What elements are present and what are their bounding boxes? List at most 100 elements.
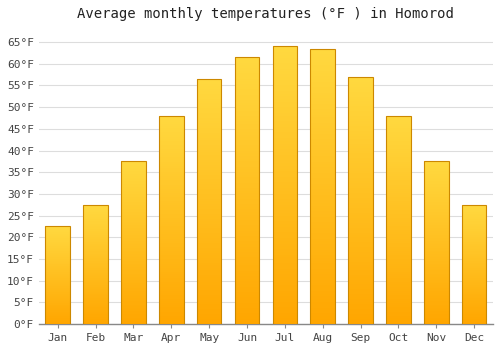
Bar bbox=[424, 308, 448, 309]
Bar bbox=[121, 309, 146, 311]
Bar bbox=[159, 162, 184, 164]
Bar bbox=[348, 294, 373, 297]
Bar bbox=[46, 283, 70, 284]
Bar bbox=[159, 126, 184, 128]
Bar bbox=[197, 192, 222, 194]
Bar bbox=[46, 292, 70, 293]
Bar bbox=[121, 321, 146, 322]
Bar bbox=[310, 156, 335, 159]
Bar bbox=[197, 260, 222, 263]
Bar bbox=[424, 231, 448, 233]
Bar bbox=[159, 201, 184, 203]
Bar bbox=[234, 159, 260, 161]
Bar bbox=[386, 208, 410, 210]
Bar bbox=[462, 270, 486, 272]
Bar bbox=[234, 100, 260, 103]
Bar bbox=[386, 255, 410, 257]
Bar bbox=[84, 213, 108, 214]
Bar bbox=[46, 246, 70, 247]
Bar bbox=[234, 156, 260, 159]
Bar bbox=[159, 312, 184, 314]
Bar bbox=[462, 213, 486, 214]
Bar bbox=[348, 319, 373, 322]
Bar bbox=[272, 307, 297, 310]
Bar bbox=[121, 169, 146, 171]
Bar bbox=[310, 150, 335, 153]
Bar bbox=[197, 79, 222, 82]
Bar bbox=[462, 280, 486, 281]
Bar bbox=[310, 178, 335, 181]
Bar bbox=[121, 171, 146, 173]
Bar bbox=[197, 104, 222, 106]
Bar bbox=[386, 193, 410, 195]
Bar bbox=[386, 270, 410, 272]
Bar bbox=[462, 315, 486, 316]
Bar bbox=[462, 239, 486, 240]
Bar bbox=[159, 228, 184, 230]
Bar bbox=[424, 222, 448, 223]
Bar bbox=[84, 280, 108, 281]
Bar bbox=[272, 83, 297, 85]
Bar bbox=[310, 65, 335, 68]
Bar bbox=[310, 318, 335, 321]
Bar bbox=[234, 321, 260, 324]
Bar bbox=[386, 124, 410, 126]
Bar bbox=[46, 302, 70, 303]
Bar bbox=[46, 240, 70, 241]
Bar bbox=[348, 282, 373, 285]
Bar bbox=[348, 314, 373, 317]
Bar bbox=[348, 299, 373, 302]
Bar bbox=[386, 155, 410, 158]
Bar bbox=[424, 262, 448, 264]
Bar bbox=[197, 307, 222, 309]
Bar bbox=[272, 210, 297, 213]
Bar bbox=[424, 236, 448, 238]
Bar bbox=[348, 218, 373, 220]
Bar bbox=[462, 266, 486, 267]
Bar bbox=[462, 307, 486, 308]
Bar bbox=[234, 145, 260, 148]
Bar bbox=[159, 270, 184, 272]
Bar bbox=[46, 280, 70, 281]
Bar bbox=[386, 187, 410, 189]
Bar bbox=[424, 179, 448, 181]
Bar bbox=[121, 201, 146, 202]
Bar bbox=[310, 74, 335, 76]
Bar bbox=[386, 253, 410, 255]
Bar bbox=[462, 210, 486, 211]
Bar bbox=[424, 244, 448, 246]
Bar bbox=[121, 288, 146, 290]
Bar bbox=[121, 293, 146, 295]
Bar bbox=[84, 210, 108, 211]
Bar bbox=[159, 160, 184, 162]
Bar bbox=[424, 311, 448, 313]
Bar bbox=[121, 168, 146, 169]
Bar bbox=[46, 259, 70, 260]
Bar bbox=[84, 275, 108, 276]
Bar bbox=[84, 251, 108, 252]
Bar bbox=[121, 301, 146, 303]
Bar bbox=[159, 216, 184, 218]
Bar bbox=[386, 145, 410, 147]
Bar bbox=[348, 161, 373, 163]
Bar bbox=[159, 170, 184, 172]
Bar bbox=[348, 84, 373, 87]
Bar bbox=[386, 276, 410, 278]
Bar bbox=[310, 308, 335, 310]
Bar bbox=[348, 223, 373, 225]
Bar bbox=[348, 215, 373, 218]
Bar bbox=[462, 231, 486, 232]
Bar bbox=[84, 228, 108, 229]
Bar bbox=[234, 65, 260, 68]
Bar bbox=[121, 279, 146, 280]
Bar bbox=[46, 231, 70, 232]
Bar bbox=[424, 241, 448, 243]
Bar bbox=[234, 209, 260, 212]
Bar bbox=[348, 265, 373, 267]
Bar bbox=[272, 113, 297, 116]
Bar bbox=[462, 246, 486, 248]
Bar bbox=[84, 301, 108, 302]
Bar bbox=[462, 319, 486, 321]
Bar bbox=[310, 62, 335, 65]
Bar bbox=[197, 314, 222, 317]
